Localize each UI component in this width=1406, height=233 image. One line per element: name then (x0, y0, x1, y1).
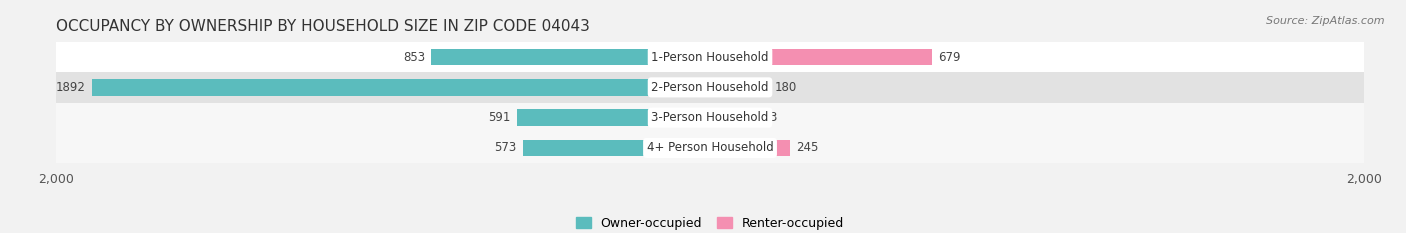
Legend: Owner-occupied, Renter-occupied: Owner-occupied, Renter-occupied (575, 216, 845, 230)
Text: 853: 853 (404, 51, 425, 64)
Text: 591: 591 (488, 111, 510, 124)
Bar (517, 109, 710, 126)
Bar (56, 103, 1364, 133)
Bar (56, 133, 1364, 163)
Bar (710, 140, 790, 156)
Text: 180: 180 (775, 81, 797, 94)
Text: OCCUPANCY BY OWNERSHIP BY HOUSEHOLD SIZE IN ZIP CODE 04043: OCCUPANCY BY OWNERSHIP BY HOUSEHOLD SIZE… (56, 19, 591, 34)
Text: 1-Person Household: 1-Person Household (651, 51, 769, 64)
Bar (56, 72, 1364, 103)
Bar (710, 49, 932, 65)
Bar (710, 109, 751, 126)
Text: 3-Person Household: 3-Person Household (651, 111, 769, 124)
Text: 573: 573 (495, 141, 517, 154)
Text: 123: 123 (756, 111, 779, 124)
Bar (91, 79, 710, 96)
Bar (56, 42, 1364, 72)
Bar (710, 79, 769, 96)
Text: Source: ZipAtlas.com: Source: ZipAtlas.com (1267, 16, 1385, 26)
Text: 1892: 1892 (56, 81, 86, 94)
Bar (432, 49, 710, 65)
Bar (523, 140, 710, 156)
Text: 679: 679 (938, 51, 960, 64)
Text: 4+ Person Household: 4+ Person Household (647, 141, 773, 154)
Text: 245: 245 (796, 141, 818, 154)
Text: 2-Person Household: 2-Person Household (651, 81, 769, 94)
